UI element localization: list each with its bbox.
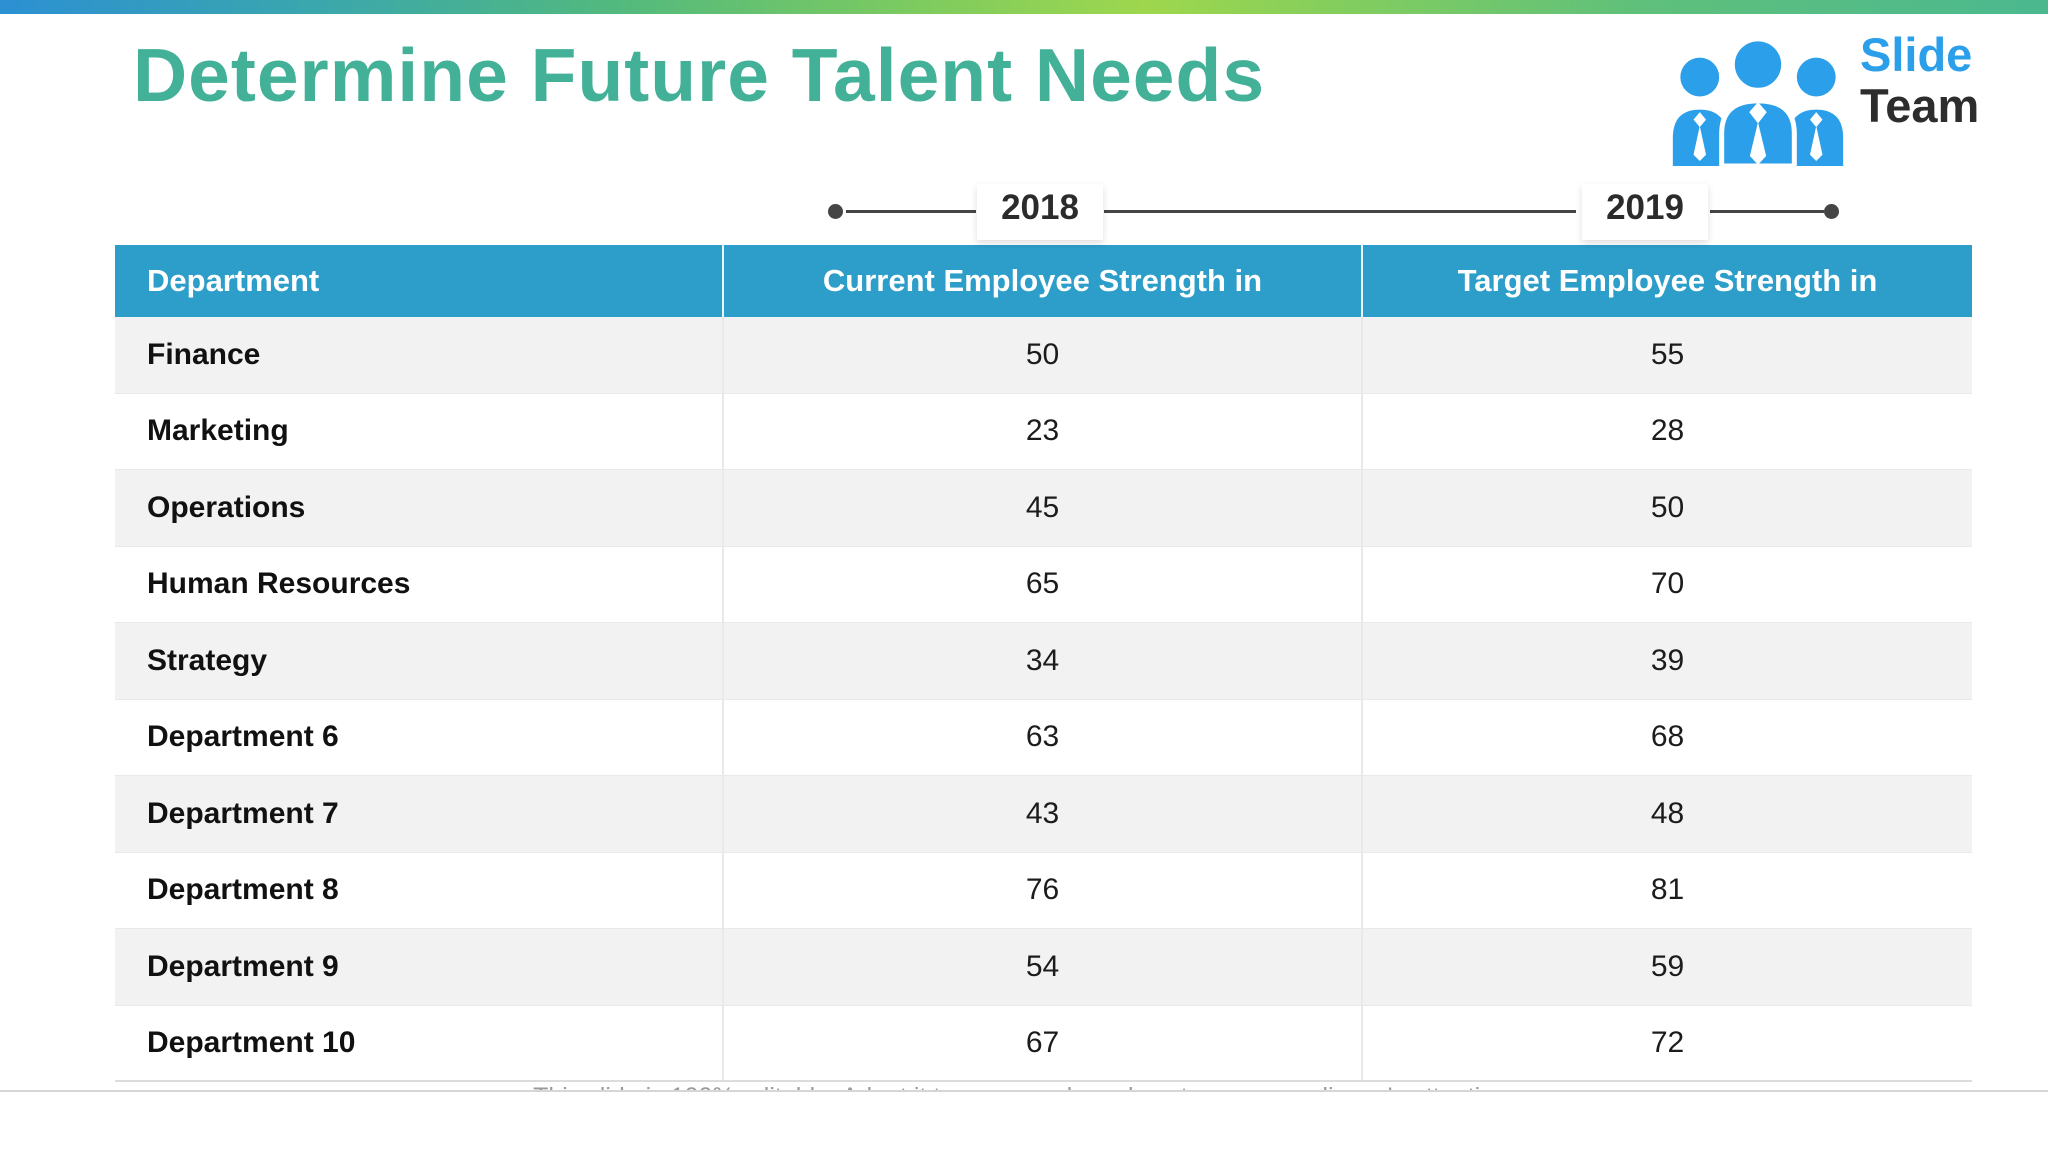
target-strength-cell: 81 [1650, 873, 1685, 907]
current-strength-cell: 54 [724, 929, 1363, 1005]
target-strength-cell: 48 [1650, 796, 1685, 830]
department-cell: Marketing [115, 393, 724, 469]
table-row: Finance 50 55 [115, 317, 1972, 394]
current-strength-cell: 76 [724, 852, 1363, 928]
table-row: Department 6 63 68 [115, 699, 1972, 776]
target-strength-cell: 70 [1650, 567, 1685, 601]
target-strength-cell: 68 [1650, 720, 1685, 754]
timeline-segment [846, 210, 976, 213]
target-strength-cell: 72 [1650, 1025, 1685, 1059]
current-strength-cell: 45 [724, 470, 1363, 546]
logo-word-team: Team [1860, 78, 1980, 132]
department-cell: Operations [115, 470, 724, 546]
department-cell: Human Resources [115, 546, 724, 622]
target-strength-cell: 39 [1650, 643, 1685, 677]
target-strength-cell: 55 [1650, 337, 1685, 371]
table-row: Marketing 23 28 [115, 393, 1972, 470]
page-title: Determine Future Talent Needs [133, 33, 1266, 117]
department-cell: Department 9 [115, 929, 724, 1005]
year-label-2018: 2018 [977, 184, 1103, 240]
current-strength-cell: 50 [724, 317, 1363, 393]
slideteam-logo: Slide Team [1664, 28, 1994, 168]
current-strength-cell: 67 [724, 1005, 1363, 1080]
table-body: Finance 50 55 Marketing 23 28 Operations… [115, 317, 1972, 1082]
department-cell: Department 10 [115, 1005, 724, 1080]
timeline-left-dot [828, 204, 843, 219]
logo-wordmark: Slide Team [1860, 28, 1980, 132]
table-row: Department 9 54 59 [115, 929, 1972, 1006]
timeline-segment [1104, 210, 1576, 213]
table-row: Strategy 34 39 [115, 623, 1972, 700]
current-strength-cell: 65 [724, 546, 1363, 622]
column-header-department: Department [115, 245, 724, 317]
footer-divider-line [0, 1090, 2048, 1092]
footer-disclaimer-clipped: This slide is 100% editable. Adapt it to… [0, 1060, 2048, 1091]
target-strength-cell: 59 [1650, 949, 1685, 983]
logo-word-slide: Slide [1860, 28, 1973, 81]
column-header-current-strength: Current Employee Strength in [724, 245, 1363, 317]
column-header-target-strength: Target Employee Strength in [1457, 263, 1878, 298]
table-row: Operations 45 50 [115, 470, 1972, 547]
talent-needs-table: Department Current Employee Strength in … [115, 245, 1972, 1082]
table-row: Human Resources 65 70 [115, 546, 1972, 623]
table-row: Department 7 43 48 [115, 776, 1972, 853]
footer-disclaimer-text: This slide is 100% editable. Adapt it to… [533, 1084, 1515, 1091]
table-header-row: Department Current Employee Strength in … [115, 245, 1972, 317]
target-strength-cell: 50 [1650, 490, 1685, 524]
timeline-right-dot [1824, 204, 1839, 219]
department-cell: Finance [115, 317, 724, 393]
current-strength-cell: 63 [724, 699, 1363, 775]
top-gradient-bar [0, 0, 2048, 14]
department-cell: Department 8 [115, 852, 724, 928]
department-cell: Department 7 [115, 776, 724, 852]
target-strength-cell: 28 [1650, 414, 1685, 448]
table-row: Department 8 76 81 [115, 852, 1972, 929]
table-row: Department 10 67 72 [115, 1005, 1972, 1082]
current-strength-cell: 34 [724, 623, 1363, 699]
current-strength-cell: 23 [724, 393, 1363, 469]
department-cell: Strategy [115, 623, 724, 699]
timeline-segment [1710, 210, 1824, 213]
department-cell: Department 6 [115, 699, 724, 775]
year-label-2019: 2019 [1582, 184, 1708, 240]
current-strength-cell: 43 [724, 776, 1363, 852]
